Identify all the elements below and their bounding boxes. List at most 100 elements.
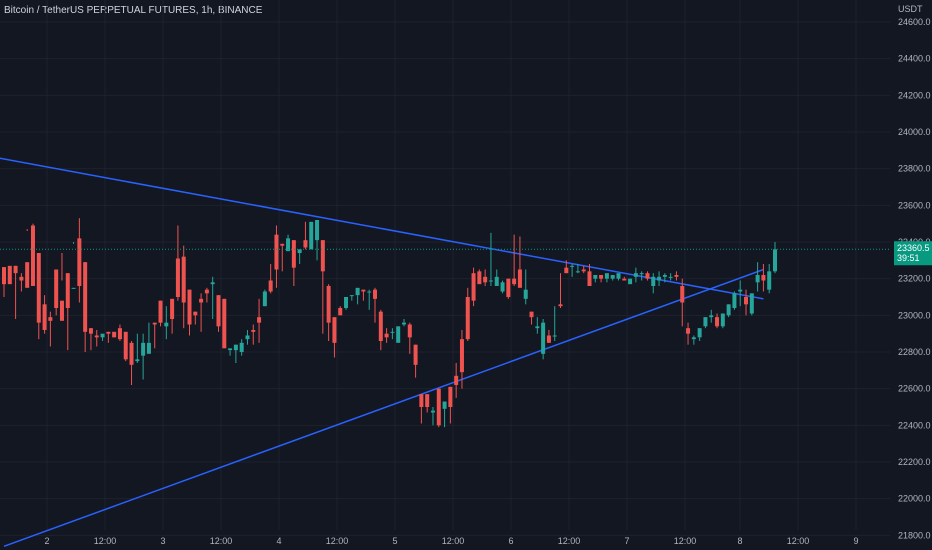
chart-title: Bitcoin / TetherUS PERPETUAL FUTURES, 1h… bbox=[4, 5, 263, 16]
x-tick-label: 12:00 bbox=[94, 536, 117, 546]
candle-body bbox=[552, 335, 557, 337]
candle-body bbox=[65, 273, 70, 308]
candle-body bbox=[204, 289, 209, 294]
candle-body bbox=[442, 401, 447, 409]
trendlines bbox=[0, 157, 764, 548]
candle-body bbox=[767, 271, 772, 290]
x-tick-label: 2 bbox=[44, 536, 49, 546]
price-axis[interactable]: 21800.0 22000.0 22200.0 22400.0 22600.0 22800… bbox=[898, 4, 931, 540]
y-tick-label: 23000.0 bbox=[898, 310, 931, 320]
candle-body bbox=[309, 221, 314, 250]
candle-body bbox=[674, 275, 679, 277]
candle-body bbox=[193, 311, 198, 316]
candle-body bbox=[483, 276, 488, 283]
candle-body bbox=[257, 317, 262, 323]
candle-body bbox=[749, 293, 754, 314]
candle-body bbox=[315, 220, 320, 241]
candle-body bbox=[251, 330, 256, 332]
candle-body bbox=[709, 315, 714, 318]
candle-body bbox=[413, 344, 418, 365]
candle-body bbox=[297, 249, 302, 253]
candle-body bbox=[657, 276, 662, 281]
candle-body bbox=[738, 289, 743, 292]
candle-body bbox=[268, 280, 273, 292]
candle-body bbox=[239, 342, 244, 352]
candle-body bbox=[129, 342, 134, 365]
current-price-label: 23360.5 bbox=[897, 243, 930, 253]
x-tick-label: 12:00 bbox=[787, 536, 810, 546]
candle-body bbox=[639, 273, 644, 275]
candle-body bbox=[668, 276, 673, 278]
candle-body bbox=[593, 275, 598, 279]
candle-body bbox=[59, 300, 64, 321]
x-tick-label: 5 bbox=[392, 536, 397, 546]
candle-body bbox=[117, 328, 122, 340]
candle-body bbox=[541, 322, 546, 354]
candle-body bbox=[488, 280, 493, 282]
candle-body bbox=[2, 267, 6, 285]
candle-body bbox=[303, 240, 308, 248]
candle-body bbox=[477, 271, 482, 285]
time-axis[interactable]: 2 12:00 3 12:00 4 12:00 5 12:00 6 12:00 7 12:00 8 12:… bbox=[44, 536, 858, 546]
candle-body bbox=[344, 297, 349, 308]
candle-body bbox=[245, 335, 250, 340]
candle-body bbox=[755, 275, 760, 283]
candle-body bbox=[384, 333, 389, 338]
candle-body bbox=[291, 240, 296, 268]
candle-body bbox=[94, 335, 99, 338]
candle-body bbox=[604, 273, 609, 279]
candle-body bbox=[88, 328, 93, 334]
candle-body bbox=[25, 262, 30, 288]
candle-body bbox=[373, 289, 378, 299]
candle-body bbox=[436, 388, 441, 426]
candle-body bbox=[210, 282, 215, 285]
candle-body bbox=[575, 271, 580, 273]
candle-body bbox=[512, 278, 517, 285]
y-tick-label: 21800.0 bbox=[898, 530, 931, 540]
candle-body bbox=[448, 386, 453, 407]
candle-body bbox=[123, 331, 128, 360]
candle-body bbox=[686, 328, 691, 334]
candle-body bbox=[517, 269, 522, 288]
x-tick-label: 3 bbox=[160, 536, 165, 546]
x-tick-label: 7 bbox=[624, 536, 629, 546]
countdown-label: 39:51 bbox=[897, 253, 920, 263]
candle-body bbox=[732, 293, 737, 308]
candle-body bbox=[616, 273, 621, 279]
candle-body bbox=[77, 238, 82, 286]
candle-body bbox=[141, 342, 146, 356]
candle-body bbox=[199, 298, 204, 303]
y-tick-label: 23800.0 bbox=[898, 164, 931, 174]
x-tick-label: 8 bbox=[737, 536, 742, 546]
candle-body bbox=[570, 265, 575, 267]
candle-body bbox=[628, 278, 633, 285]
candle-body bbox=[425, 394, 430, 407]
candle-body bbox=[367, 291, 372, 293]
x-tick-label: 4 bbox=[276, 536, 281, 546]
candle-body bbox=[599, 275, 604, 279]
y-tick-label: 23600.0 bbox=[898, 200, 931, 210]
y-tick-label: 24400.0 bbox=[898, 54, 931, 64]
x-tick-label: 12:00 bbox=[674, 536, 697, 546]
candle-body bbox=[401, 322, 406, 325]
candle-body bbox=[697, 328, 702, 338]
candle-body bbox=[726, 304, 731, 316]
candle-body bbox=[471, 273, 476, 301]
candle-body bbox=[7, 265, 12, 285]
candle-body bbox=[454, 375, 459, 385]
y-tick-label: 24600.0 bbox=[898, 17, 931, 27]
candle-body bbox=[535, 326, 540, 329]
candle-body bbox=[494, 276, 499, 286]
candle-body bbox=[71, 287, 76, 289]
candle-body bbox=[546, 335, 551, 343]
candle-body bbox=[703, 317, 708, 327]
candle-body bbox=[332, 317, 337, 343]
candle-body bbox=[146, 342, 151, 354]
candle-body bbox=[286, 238, 291, 252]
candle-body bbox=[164, 322, 169, 327]
candle-body bbox=[396, 326, 401, 343]
candle-body bbox=[744, 297, 749, 305]
candle-body bbox=[54, 269, 59, 308]
candle-body bbox=[587, 271, 592, 286]
